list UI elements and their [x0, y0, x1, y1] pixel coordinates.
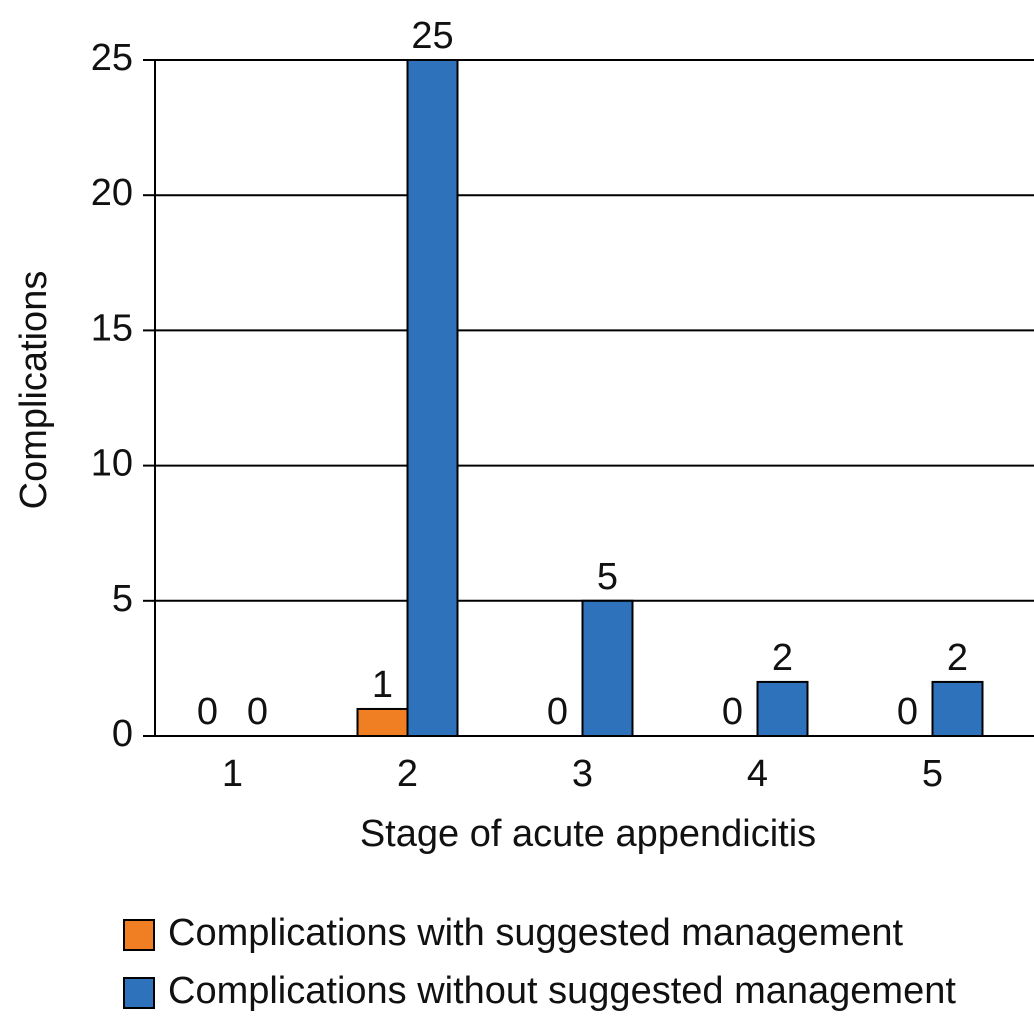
x-tick-label: 3 [572, 753, 593, 795]
x-tick-label: 2 [397, 753, 418, 795]
x-tick-label: 5 [922, 753, 943, 795]
data-label: 0 [722, 691, 743, 733]
bar [581, 599, 634, 737]
x-tick-label: 1 [222, 753, 243, 795]
bar [756, 680, 809, 737]
x-tick-label: 4 [747, 753, 768, 795]
legend-swatch [123, 977, 155, 1009]
data-label: 0 [247, 691, 268, 733]
x-axis-title: Stage of acute appendicitis [360, 813, 816, 855]
data-label: 5 [597, 556, 618, 598]
y-tick-label: 25 [91, 37, 133, 79]
data-label: 25 [411, 15, 453, 57]
y-tick-label: 15 [91, 307, 133, 349]
bar [931, 680, 984, 737]
legend-label: Complications with suggested management [168, 912, 904, 954]
data-label: 0 [547, 691, 568, 733]
data-label: 0 [897, 691, 918, 733]
legend-label: Complications without suggested manageme… [168, 970, 956, 1012]
y-tick-label: 20 [91, 172, 133, 214]
legend-swatch [123, 919, 155, 951]
data-label: 1 [372, 664, 393, 706]
data-label: 2 [772, 637, 793, 679]
bar [406, 59, 459, 737]
y-axis-title: Complications [13, 271, 55, 510]
y-tick-label: 5 [112, 578, 133, 620]
data-label: 0 [197, 691, 218, 733]
bar [356, 707, 409, 738]
data-label: 2 [947, 637, 968, 679]
y-tick-label: 0 [112, 713, 133, 755]
y-tick-label: 10 [91, 443, 133, 485]
